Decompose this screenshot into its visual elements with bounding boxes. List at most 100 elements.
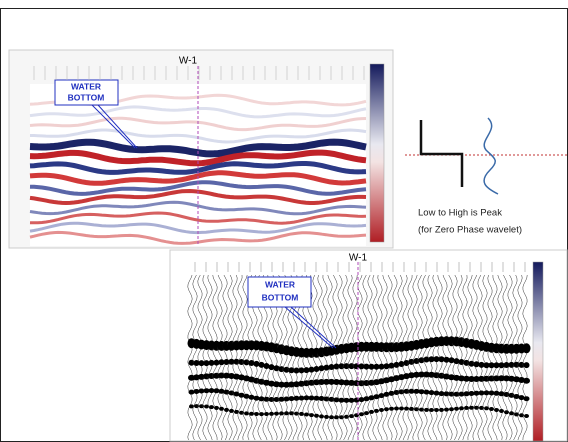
peak <box>303 395 310 401</box>
peak <box>283 396 290 402</box>
peak <box>374 408 379 413</box>
peak <box>343 397 350 403</box>
trace <box>362 274 368 441</box>
peak <box>293 367 300 374</box>
peak <box>288 381 295 388</box>
peak <box>309 413 314 418</box>
top-panel: W-1 WATER BOTTOM <box>8 49 394 249</box>
peak <box>229 408 234 413</box>
peak <box>413 371 420 378</box>
peak <box>488 390 495 396</box>
peak <box>418 389 425 395</box>
peak <box>463 375 470 382</box>
peak <box>243 393 250 399</box>
peak <box>313 395 320 401</box>
peak <box>368 395 375 401</box>
arrow <box>284 306 334 349</box>
peak <box>313 366 320 372</box>
peak <box>274 411 279 416</box>
bottom-panel: W-1 WATER BOTTOM <box>169 249 568 442</box>
peak <box>288 367 295 374</box>
trace <box>192 274 198 441</box>
peak <box>258 361 265 368</box>
peak <box>428 356 435 363</box>
peak <box>198 388 205 394</box>
peak <box>503 362 510 368</box>
peak <box>488 362 495 369</box>
peak <box>503 375 510 382</box>
peak <box>228 358 235 365</box>
trace <box>452 274 458 441</box>
peak <box>408 388 415 394</box>
peak <box>318 396 325 401</box>
trace <box>402 274 408 441</box>
peak <box>384 407 389 412</box>
peak <box>523 396 530 402</box>
seismic-section <box>29 93 367 245</box>
trace <box>467 274 473 441</box>
trace <box>472 274 478 441</box>
peak <box>363 363 370 370</box>
peak <box>193 389 200 394</box>
peak <box>379 408 384 412</box>
trace <box>487 274 493 441</box>
peak <box>209 405 214 410</box>
peak <box>478 375 485 382</box>
trace <box>457 274 463 441</box>
trace <box>212 274 218 441</box>
trace <box>207 274 213 441</box>
peak <box>359 412 364 417</box>
peak <box>522 343 531 354</box>
peak <box>369 409 374 414</box>
trace <box>202 274 208 441</box>
note: (for Zero Phase wavelet) <box>418 225 522 236</box>
arrow <box>290 306 337 349</box>
peak <box>378 363 385 370</box>
peak <box>469 405 474 410</box>
trace <box>522 274 528 441</box>
peak <box>478 390 485 396</box>
trace <box>232 274 238 441</box>
peak <box>213 359 220 366</box>
peak <box>438 356 445 363</box>
peak <box>234 409 239 414</box>
peak <box>423 356 430 363</box>
peak <box>373 363 380 370</box>
peak <box>208 388 215 394</box>
peak <box>504 410 509 415</box>
trace <box>377 274 383 441</box>
annotation-box <box>247 276 312 308</box>
peak <box>329 415 334 420</box>
peak <box>348 379 355 386</box>
trace <box>482 274 488 441</box>
peak <box>283 381 290 388</box>
peak <box>453 358 460 365</box>
peak <box>214 405 219 410</box>
peak <box>389 406 394 411</box>
peak <box>428 390 435 396</box>
peak <box>459 406 464 411</box>
peak <box>314 413 319 418</box>
peak <box>433 356 440 363</box>
peak <box>323 364 330 371</box>
peak <box>523 377 530 384</box>
peak <box>429 408 434 412</box>
peak <box>219 406 224 411</box>
peak <box>413 388 420 394</box>
trace <box>427 274 433 441</box>
peak <box>439 407 444 412</box>
peak <box>224 407 229 412</box>
peak <box>424 407 429 412</box>
peak <box>473 361 480 368</box>
trace <box>512 274 518 441</box>
peak <box>444 407 449 412</box>
trace <box>492 274 498 441</box>
peak <box>378 393 385 399</box>
peak <box>409 406 414 411</box>
peak <box>264 412 269 416</box>
peak <box>223 359 230 365</box>
peak <box>513 394 520 399</box>
peak <box>258 396 265 402</box>
impedance-step <box>419 120 464 187</box>
peak <box>328 364 335 370</box>
